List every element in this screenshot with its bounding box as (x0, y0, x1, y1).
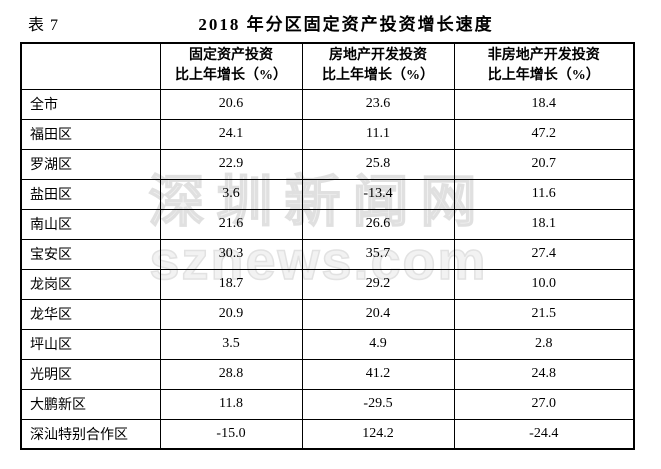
value-cell: 20.7 (453, 148, 635, 180)
table-row: 大鹏新区 11.8 -29.5 27.0 (20, 388, 635, 420)
table-row: 龙华区 20.9 20.4 21.5 (20, 298, 635, 330)
column-header-line: 比上年增长（%） (487, 68, 600, 84)
table-row: 深汕特别合作区 -15.0 124.2 -24.4 (20, 418, 635, 450)
value-cell: 18.4 (453, 88, 635, 120)
table-row: 全市 20.6 23.6 18.4 (20, 88, 635, 120)
value-cell: 21.6 (159, 208, 303, 240)
value-cell: 30.3 (159, 238, 303, 270)
corner-cell (20, 42, 161, 90)
table-row: 宝安区 30.3 35.7 27.4 (20, 238, 635, 270)
value-cell: 2.8 (453, 328, 635, 360)
value-cell: 10.0 (453, 268, 635, 300)
column-header-line: 非房地产开发投资 (487, 48, 600, 64)
value-cell: 41.2 (301, 358, 455, 390)
value-cell: 20.6 (159, 88, 303, 120)
district-cell: 光明区 (20, 358, 161, 390)
district-cell: 坪山区 (20, 328, 161, 360)
value-cell: 24.1 (159, 118, 303, 150)
value-cell: 3.6 (159, 178, 303, 210)
value-cell: -15.0 (159, 418, 303, 450)
value-cell: -29.5 (301, 388, 455, 420)
value-cell: 47.2 (453, 118, 635, 150)
district-cell: 龙华区 (20, 298, 161, 330)
value-cell: 124.2 (301, 418, 455, 450)
value-cell: -13.4 (301, 178, 455, 210)
district-cell: 福田区 (20, 118, 161, 150)
district-cell: 宝安区 (20, 238, 161, 270)
value-cell: 27.4 (453, 238, 635, 270)
column-header-line: 比上年增长（%） (175, 68, 287, 84)
value-cell: 22.9 (159, 148, 303, 180)
column-header-real-estate: 房地产开发投资 比上年增长（%） (301, 42, 455, 90)
district-cell: 大鹏新区 (20, 388, 161, 420)
district-cell: 龙岗区 (20, 268, 161, 300)
value-cell: 23.6 (301, 88, 455, 120)
page-title: 2018 年分区固定资产投资增长速度 (198, 15, 494, 34)
value-cell: 26.6 (301, 208, 455, 240)
table-row: 盐田区 3.6 -13.4 11.6 (20, 178, 635, 210)
value-cell: 11.8 (159, 388, 303, 420)
column-header-line: 比上年增长（%） (322, 68, 434, 84)
table-row: 龙岗区 18.7 29.2 10.0 (20, 268, 635, 300)
value-cell: 3.5 (159, 328, 303, 360)
table-row: 光明区 28.8 41.2 24.8 (20, 358, 635, 390)
district-cell: 盐田区 (20, 178, 161, 210)
table-row: 坪山区 3.5 4.9 2.8 (20, 328, 635, 360)
value-cell: 24.8 (453, 358, 635, 390)
value-cell: -24.4 (453, 418, 635, 450)
district-cell: 深汕特别合作区 (20, 418, 161, 450)
column-header-line: 固定资产投资 (189, 48, 273, 64)
value-cell: 20.9 (159, 298, 303, 330)
table-row: 福田区 24.1 11.1 47.2 (20, 118, 635, 150)
value-cell: 35.7 (301, 238, 455, 270)
value-cell: 11.6 (453, 178, 635, 210)
table-row: 南山区 21.6 26.6 18.1 (20, 208, 635, 240)
value-cell: 18.1 (453, 208, 635, 240)
value-cell: 25.8 (301, 148, 455, 180)
value-cell: 21.5 (453, 298, 635, 330)
column-header-fixed-asset: 固定资产投资 比上年增长（%） (159, 42, 303, 90)
value-cell: 29.2 (301, 268, 455, 300)
column-header-non-real-estate: 非房地产开发投资 比上年增长（%） (453, 42, 635, 90)
table-row: 罗湖区 22.9 25.8 20.7 (20, 148, 635, 180)
column-header-line: 房地产开发投资 (329, 48, 427, 64)
district-cell: 罗湖区 (20, 148, 161, 180)
title-bar: 表 7 2018 年分区固定资产投资增长速度 (28, 10, 633, 35)
table-header-row: 固定资产投资 比上年增长（%） 房地产开发投资 比上年增长（%） 非房地产开发投… (20, 42, 635, 90)
value-cell: 11.1 (301, 118, 455, 150)
district-cell: 南山区 (20, 208, 161, 240)
value-cell: 18.7 (159, 268, 303, 300)
value-cell: 28.8 (159, 358, 303, 390)
value-cell: 27.0 (453, 388, 635, 420)
investment-growth-table: 固定资产投资 比上年增长（%） 房地产开发投资 比上年增长（%） 非房地产开发投… (20, 42, 635, 450)
value-cell: 20.4 (301, 298, 455, 330)
district-cell: 全市 (20, 88, 161, 120)
table-number-label: 表 7 (28, 17, 60, 34)
value-cell: 4.9 (301, 328, 455, 360)
